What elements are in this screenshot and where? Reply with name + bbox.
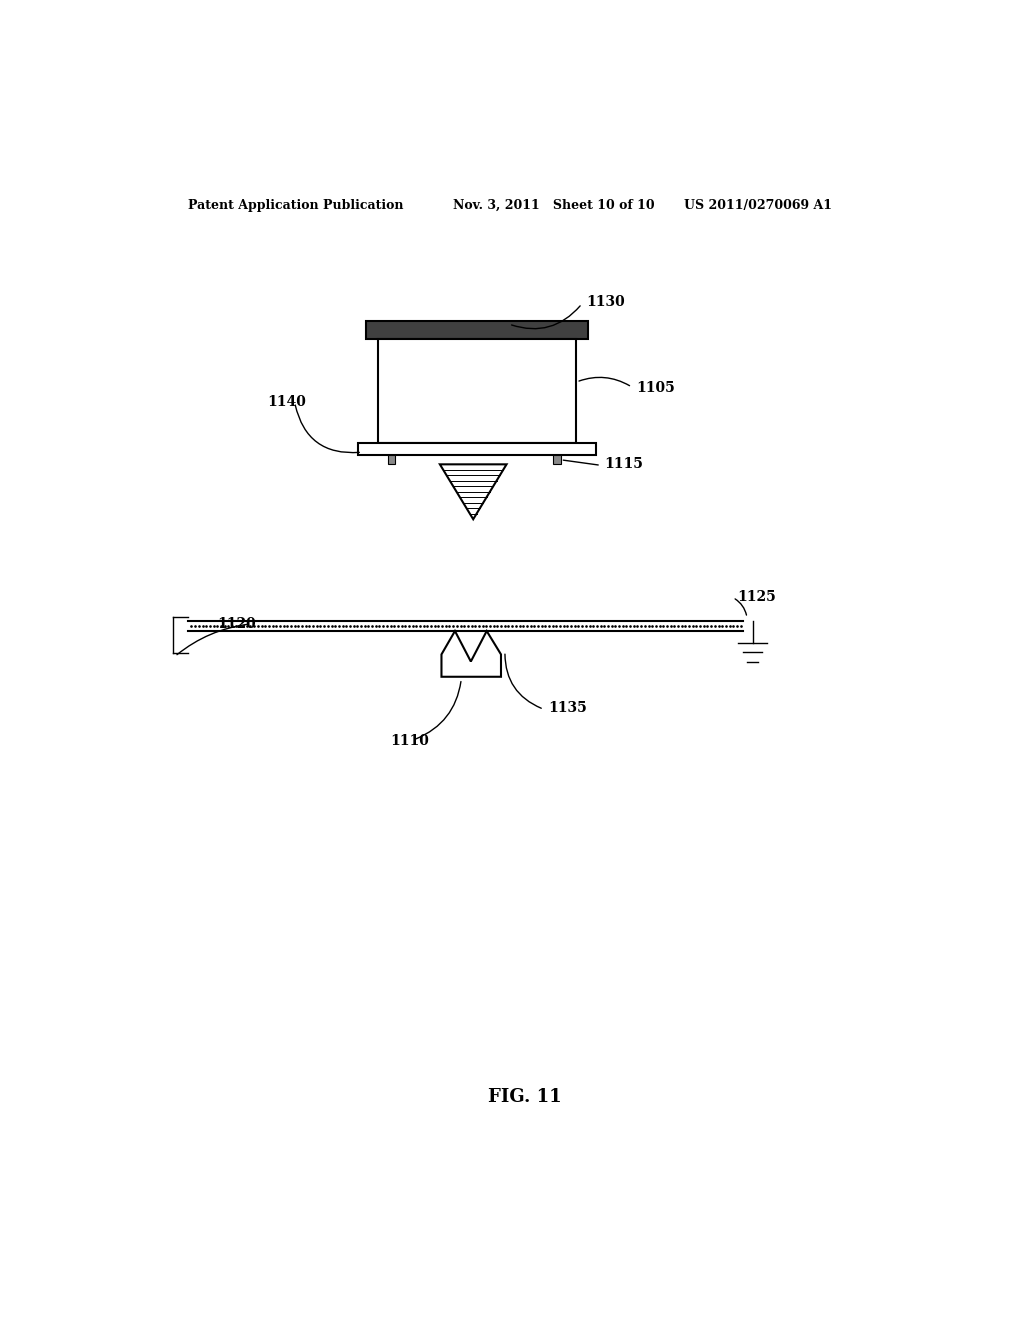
Text: Patent Application Publication: Patent Application Publication [187, 199, 403, 213]
Text: 1105: 1105 [636, 381, 675, 395]
Text: 1140: 1140 [267, 396, 306, 409]
Text: 1120: 1120 [217, 616, 256, 631]
Text: 1130: 1130 [587, 294, 626, 309]
Bar [553, 455, 560, 465]
Text: 1110: 1110 [390, 734, 429, 748]
Bar [358, 444, 596, 455]
Text: US 2011/0270069 A1: US 2011/0270069 A1 [684, 199, 831, 213]
Bar [378, 339, 577, 444]
Polygon shape [441, 631, 501, 677]
Polygon shape [440, 465, 507, 519]
Bar [367, 321, 588, 339]
Text: 1115: 1115 [604, 458, 643, 471]
Bar [387, 455, 395, 465]
Text: FIG. 11: FIG. 11 [488, 1088, 561, 1106]
Text: Nov. 3, 2011   Sheet 10 of 10: Nov. 3, 2011 Sheet 10 of 10 [454, 199, 655, 213]
Text: 1135: 1135 [549, 701, 588, 715]
Text: 1125: 1125 [737, 590, 776, 603]
